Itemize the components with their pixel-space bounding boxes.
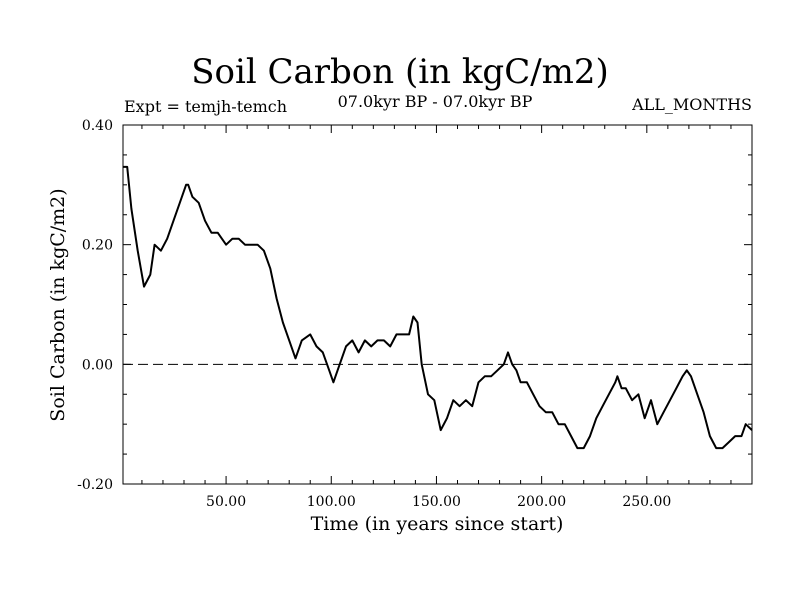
x-tick-label: 200.00 [517,494,566,510]
x-tick-label: 100.00 [307,494,356,510]
x-axis-title: Time (in years since start) [311,513,564,535]
y-axis-title: Soil Carbon (in kgC/m2) [47,188,69,421]
x-tick-label: 50.00 [206,494,246,510]
y-tick-label: 0.00 [82,357,113,373]
y-ticks: -0.20 0.00 0.20 0.40 [77,118,752,493]
y-tick-label: 0.40 [82,118,113,134]
x-tick-label: 150.00 [412,494,461,510]
chart-title: Soil Carbon (in kgC/m2) [191,52,609,92]
x-tick-label: 250.00 [622,494,671,510]
soil-carbon-series-line [123,165,753,450]
experiment-label: Expt = temjh-temch [124,97,288,116]
y-tick-label: -0.20 [77,477,113,493]
period-label: 07.0kyr BP - 07.0kyr BP [337,92,533,111]
y-tick-label: 0.20 [82,238,113,254]
x-ticks: 50.00 100.00 150.00 200.00 250.00 [141,125,753,510]
plot-frame [122,124,753,485]
months-label: ALL_MONTHS [632,95,752,114]
